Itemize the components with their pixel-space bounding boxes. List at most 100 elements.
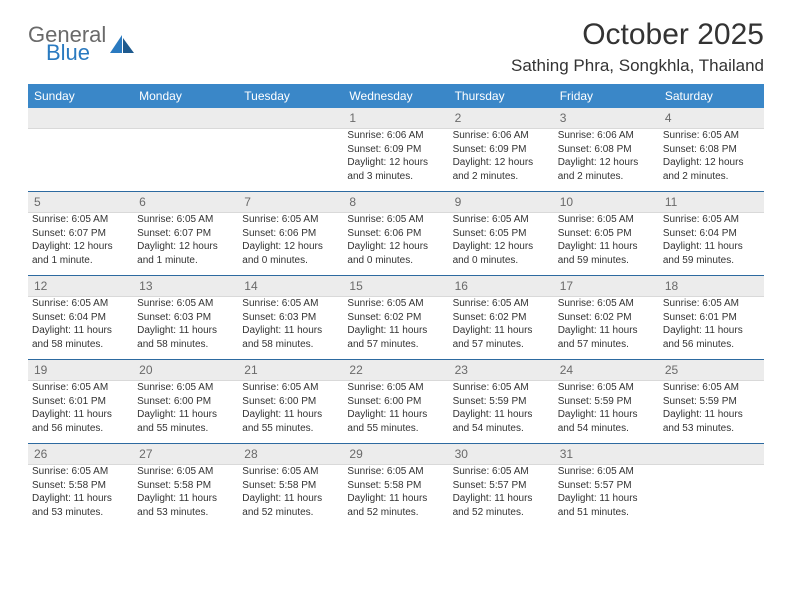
day-sr-text: Sunrise: 6:05 AM xyxy=(242,381,339,395)
day-d1-text: Daylight: 11 hours xyxy=(347,408,444,422)
day-d1-text: Daylight: 11 hours xyxy=(242,408,339,422)
day-number-cell: 14 xyxy=(238,276,343,297)
day-d1-text: Daylight: 12 hours xyxy=(347,240,444,254)
brand-logo: General Blue xyxy=(28,18,136,64)
day-info-cell: Sunrise: 6:05 AMSunset: 6:00 PMDaylight:… xyxy=(133,381,238,444)
day-header-cell: Friday xyxy=(554,84,659,108)
day-sr-text: Sunrise: 6:05 AM xyxy=(242,297,339,311)
day-info-cell: Sunrise: 6:05 AMSunset: 5:59 PMDaylight:… xyxy=(449,381,554,444)
week-daynum-row: 567891011 xyxy=(28,192,764,213)
day-number-cell: 20 xyxy=(133,360,238,381)
day-sr-text: Sunrise: 6:05 AM xyxy=(242,465,339,479)
day-ss-text: Sunset: 6:09 PM xyxy=(347,143,444,157)
day-info-cell: Sunrise: 6:05 AMSunset: 6:05 PMDaylight:… xyxy=(449,213,554,276)
day-info-cell: Sunrise: 6:05 AMSunset: 6:01 PMDaylight:… xyxy=(28,381,133,444)
day-info-cell: Sunrise: 6:05 AMSunset: 6:04 PMDaylight:… xyxy=(659,213,764,276)
day-d1-text: Daylight: 12 hours xyxy=(347,156,444,170)
week-info-row: Sunrise: 6:05 AMSunset: 6:04 PMDaylight:… xyxy=(28,297,764,360)
day-sr-text: Sunrise: 6:05 AM xyxy=(558,465,655,479)
day-info-cell: Sunrise: 6:05 AMSunset: 6:05 PMDaylight:… xyxy=(554,213,659,276)
day-d2-text: and 0 minutes. xyxy=(347,254,444,268)
day-number-cell: 31 xyxy=(554,444,659,465)
day-info-cell: Sunrise: 6:05 AMSunset: 6:04 PMDaylight:… xyxy=(28,297,133,360)
day-sr-text: Sunrise: 6:05 AM xyxy=(453,465,550,479)
day-sr-text: Sunrise: 6:05 AM xyxy=(137,465,234,479)
day-ss-text: Sunset: 6:03 PM xyxy=(242,311,339,325)
day-number-cell: 17 xyxy=(554,276,659,297)
day-ss-text: Sunset: 6:03 PM xyxy=(137,311,234,325)
day-d2-text: and 55 minutes. xyxy=(242,422,339,436)
day-info-cell xyxy=(133,129,238,192)
day-sr-text: Sunrise: 6:05 AM xyxy=(137,213,234,227)
day-number-cell: 28 xyxy=(238,444,343,465)
day-number-cell: 18 xyxy=(659,276,764,297)
day-header-cell: Thursday xyxy=(449,84,554,108)
day-info-cell: Sunrise: 6:06 AMSunset: 6:08 PMDaylight:… xyxy=(554,129,659,192)
day-number-cell xyxy=(133,108,238,129)
day-d2-text: and 58 minutes. xyxy=(242,338,339,352)
day-sr-text: Sunrise: 6:05 AM xyxy=(453,381,550,395)
day-number-cell: 16 xyxy=(449,276,554,297)
day-d2-text: and 59 minutes. xyxy=(558,254,655,268)
day-d2-text: and 54 minutes. xyxy=(558,422,655,436)
day-number-cell: 4 xyxy=(659,108,764,129)
day-number-cell xyxy=(28,108,133,129)
day-info-cell: Sunrise: 6:05 AMSunset: 5:57 PMDaylight:… xyxy=(449,465,554,528)
week-info-row: Sunrise: 6:05 AMSunset: 6:01 PMDaylight:… xyxy=(28,381,764,444)
day-info-cell: Sunrise: 6:05 AMSunset: 5:58 PMDaylight:… xyxy=(133,465,238,528)
day-d2-text: and 1 minute. xyxy=(137,254,234,268)
day-ss-text: Sunset: 6:06 PM xyxy=(347,227,444,241)
title-block: October 2025 Sathing Phra, Songkhla, Tha… xyxy=(511,18,764,76)
page-header: General Blue October 2025 Sathing Phra, … xyxy=(28,18,764,76)
day-info-cell: Sunrise: 6:05 AMSunset: 5:58 PMDaylight:… xyxy=(238,465,343,528)
week-info-row: Sunrise: 6:05 AMSunset: 6:07 PMDaylight:… xyxy=(28,213,764,276)
day-sr-text: Sunrise: 6:06 AM xyxy=(453,129,550,143)
day-number-cell xyxy=(238,108,343,129)
day-sr-text: Sunrise: 6:05 AM xyxy=(558,297,655,311)
day-d1-text: Daylight: 11 hours xyxy=(32,408,129,422)
day-ss-text: Sunset: 5:58 PM xyxy=(242,479,339,493)
day-d1-text: Daylight: 11 hours xyxy=(347,492,444,506)
day-d1-text: Daylight: 11 hours xyxy=(453,408,550,422)
day-sr-text: Sunrise: 6:06 AM xyxy=(347,129,444,143)
day-d1-text: Daylight: 12 hours xyxy=(453,240,550,254)
day-ss-text: Sunset: 6:07 PM xyxy=(32,227,129,241)
day-number-cell: 15 xyxy=(343,276,448,297)
day-d1-text: Daylight: 11 hours xyxy=(137,492,234,506)
day-sr-text: Sunrise: 6:05 AM xyxy=(663,213,760,227)
day-d1-text: Daylight: 12 hours xyxy=(558,156,655,170)
day-info-cell: Sunrise: 6:05 AMSunset: 5:57 PMDaylight:… xyxy=(554,465,659,528)
day-number-cell: 7 xyxy=(238,192,343,213)
day-d1-text: Daylight: 11 hours xyxy=(32,492,129,506)
day-d2-text: and 52 minutes. xyxy=(347,506,444,520)
day-ss-text: Sunset: 5:59 PM xyxy=(453,395,550,409)
day-number-cell: 13 xyxy=(133,276,238,297)
day-sr-text: Sunrise: 6:05 AM xyxy=(453,213,550,227)
day-info-cell xyxy=(659,465,764,528)
day-info-cell: Sunrise: 6:05 AMSunset: 6:07 PMDaylight:… xyxy=(133,213,238,276)
day-number-cell: 5 xyxy=(28,192,133,213)
day-ss-text: Sunset: 6:01 PM xyxy=(663,311,760,325)
day-sr-text: Sunrise: 6:06 AM xyxy=(558,129,655,143)
day-number-cell: 3 xyxy=(554,108,659,129)
day-ss-text: Sunset: 6:02 PM xyxy=(347,311,444,325)
day-d1-text: Daylight: 11 hours xyxy=(137,408,234,422)
day-ss-text: Sunset: 6:02 PM xyxy=(558,311,655,325)
day-header-cell: Sunday xyxy=(28,84,133,108)
day-number-cell: 12 xyxy=(28,276,133,297)
day-info-cell: Sunrise: 6:05 AMSunset: 6:08 PMDaylight:… xyxy=(659,129,764,192)
day-info-cell: Sunrise: 6:05 AMSunset: 6:03 PMDaylight:… xyxy=(133,297,238,360)
day-d2-text: and 2 minutes. xyxy=(558,170,655,184)
day-d2-text: and 53 minutes. xyxy=(32,506,129,520)
day-d2-text: and 2 minutes. xyxy=(663,170,760,184)
day-d1-text: Daylight: 11 hours xyxy=(242,492,339,506)
day-d2-text: and 56 minutes. xyxy=(32,422,129,436)
day-info-cell: Sunrise: 6:05 AMSunset: 5:59 PMDaylight:… xyxy=(659,381,764,444)
day-sr-text: Sunrise: 6:05 AM xyxy=(32,213,129,227)
day-d2-text: and 3 minutes. xyxy=(347,170,444,184)
day-ss-text: Sunset: 6:00 PM xyxy=(347,395,444,409)
day-d2-text: and 57 minutes. xyxy=(347,338,444,352)
week-daynum-row: 262728293031 xyxy=(28,444,764,465)
day-ss-text: Sunset: 6:01 PM xyxy=(32,395,129,409)
day-number-cell: 21 xyxy=(238,360,343,381)
